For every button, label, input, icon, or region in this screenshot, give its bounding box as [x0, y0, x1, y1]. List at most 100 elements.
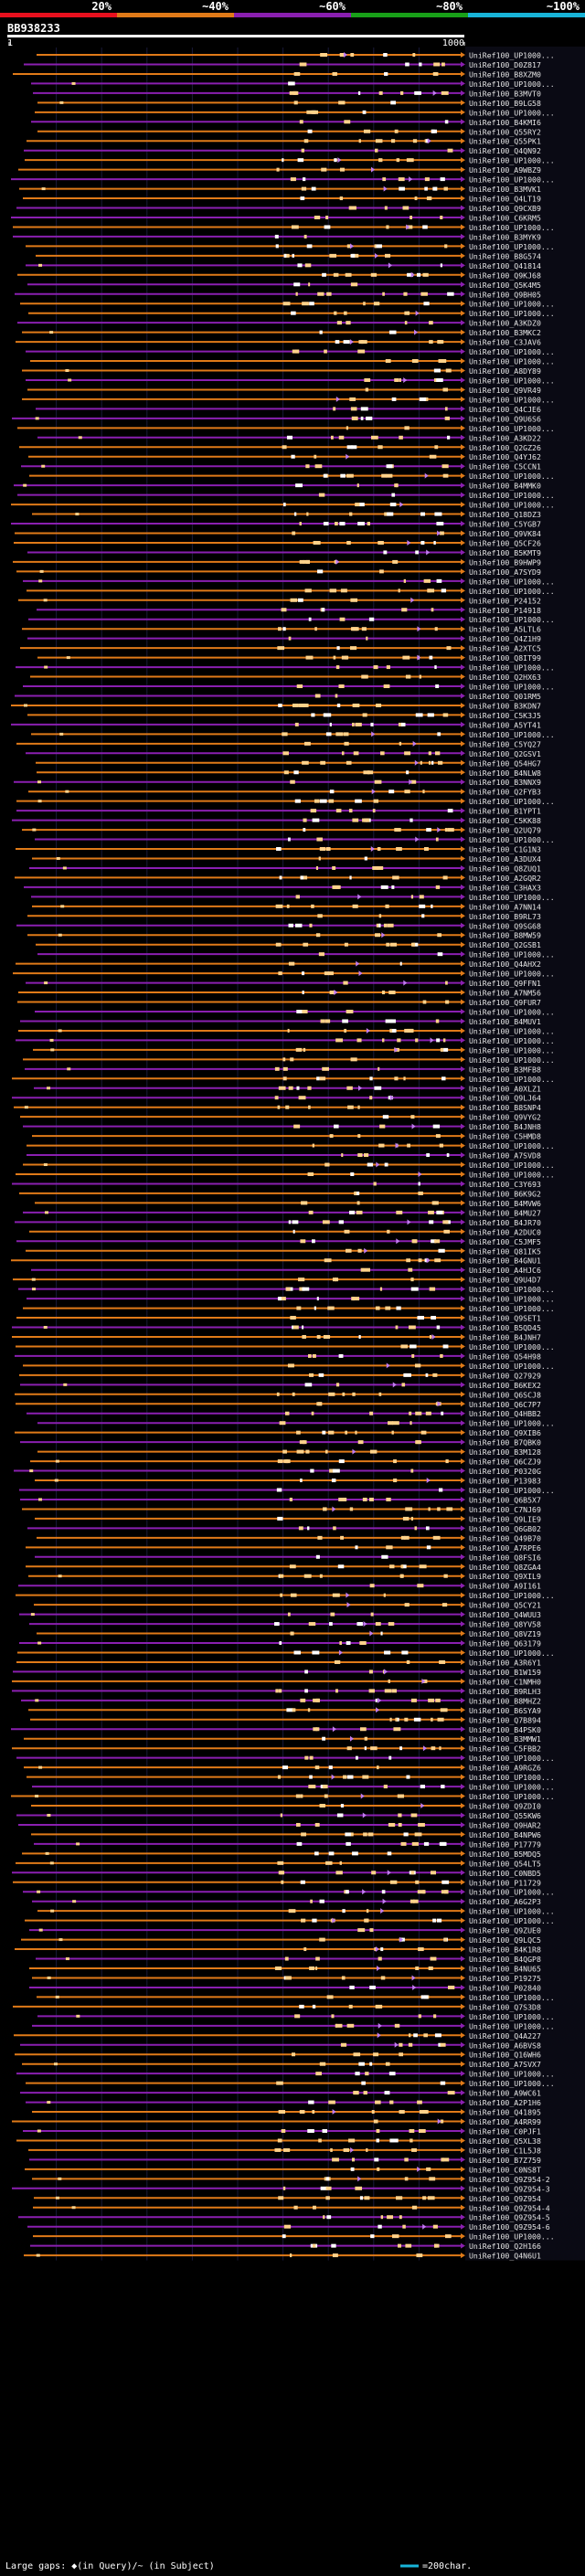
hit-label: UniRef100_B3M128 — [469, 1447, 541, 1457]
hit-arrow — [461, 119, 465, 125]
hit-label: UniRef100_Q9VK84 — [469, 529, 541, 538]
hsp-block — [362, 1775, 369, 1779]
hit-label: UniRef100_B4NU65 — [469, 1965, 541, 1974]
hit-arrow — [461, 769, 465, 776]
hsp-block — [401, 1383, 406, 1387]
hsp-block — [375, 2004, 383, 2009]
hsp-block — [303, 942, 309, 947]
hit-label: UniRef100_A9I161 — [469, 1582, 541, 1591]
hsp-block — [297, 158, 304, 163]
hsp-block — [442, 473, 449, 478]
hsp-block — [423, 578, 431, 583]
hsp-block — [337, 1564, 345, 1569]
hsp-block — [391, 1689, 397, 1693]
hit-row: UniRef100_UP1000... — [23, 1888, 555, 1897]
hit-arrow — [461, 1228, 465, 1235]
hsp-block — [411, 2205, 418, 2210]
hsp-block — [373, 302, 380, 306]
hsp-block — [425, 1373, 429, 1377]
hsp-block — [374, 1086, 382, 1090]
hit-label: UniRef100_Q2GSB1 — [469, 940, 541, 949]
hsp-block — [339, 1813, 344, 1818]
hsp-block — [370, 1746, 378, 1751]
hsp-block — [359, 2196, 364, 2200]
hit-label: UniRef100_UP1000... — [469, 1304, 555, 1313]
hsp-block — [302, 991, 304, 995]
hsp-block — [373, 665, 378, 670]
hsp-block — [426, 828, 431, 832]
hit-row: UniRef100_Q8ZUQ1 — [29, 864, 541, 873]
hit-row: UniRef100_UP1000... — [27, 1295, 555, 1304]
hit-label: UniRef100_Q7B894 — [469, 1715, 541, 1724]
hsp-block — [358, 1334, 361, 1339]
hsp-block — [328, 1392, 335, 1396]
hit-label: UniRef100_B6K9G2 — [469, 1189, 541, 1198]
hsp-block — [402, 655, 410, 660]
hit-label: UniRef100_Q9Z954-6 — [469, 2222, 550, 2231]
hit-row: UniRef100_P0320G — [14, 1467, 541, 1476]
hit-arrow — [461, 1439, 465, 1446]
hit-label: UniRef100_C3HAX3 — [469, 883, 541, 892]
hit-label: UniRef100_B8SNP4 — [469, 1103, 541, 1112]
hit-row: UniRef100_B3MMW1 — [24, 1734, 541, 1744]
hsp-block — [443, 1574, 448, 1578]
hsp-block — [306, 244, 313, 249]
axis-start-label: 1 — [7, 38, 13, 48]
hit-label: UniRef100_A3KD22 — [469, 433, 541, 442]
hsp-block — [331, 2014, 335, 2019]
hsp-block — [418, 1258, 422, 1263]
hsp-block — [342, 1909, 346, 1913]
hit-row: UniRef100_UP1000... — [20, 300, 555, 309]
gap-marker — [389, 1095, 394, 1101]
hsp-block — [339, 522, 346, 526]
hit-label: UniRef100_B4NLW8 — [469, 769, 541, 778]
hsp-block — [410, 1871, 415, 1875]
hsp-block — [328, 1430, 335, 1435]
hit-row: UniRef100_UP1000... — [31, 893, 555, 902]
hsp-block — [329, 253, 336, 258]
hit-arrow — [461, 922, 465, 928]
hit-row: UniRef100_A9RGZ6 — [24, 1764, 541, 1773]
hit-arrow — [461, 597, 465, 603]
hit-label: UniRef100_Q4Z1H9 — [469, 634, 541, 643]
hsp-block — [444, 244, 448, 249]
hsp-block — [441, 359, 447, 364]
hit-row: UniRef100_UP1000... — [35, 108, 555, 117]
hsp-block — [322, 1736, 326, 1741]
hit-label: UniRef100_B6KEX2 — [469, 1381, 541, 1390]
hsp-block — [335, 694, 338, 698]
hsp-block — [346, 426, 349, 430]
hit-arrow — [461, 2185, 465, 2191]
hsp-block — [350, 1171, 355, 1176]
hit-label: UniRef100_B4MUV1 — [469, 1017, 541, 1026]
hsp-block — [440, 1047, 444, 1052]
hsp-block — [317, 292, 324, 296]
hit-arrow — [461, 980, 465, 986]
hsp-block — [276, 2081, 283, 2085]
hsp-block — [343, 340, 350, 345]
hit-row: UniRef100_UP1000... — [19, 1486, 555, 1495]
hsp-block — [388, 1622, 395, 1627]
hit-row: UniRef100_Q55PK1 — [27, 137, 541, 146]
hit-arrow — [461, 1840, 465, 1847]
hit-label: UniRef100_UP1000... — [469, 1419, 555, 1428]
hsp-block — [446, 1153, 450, 1158]
hsp-block — [335, 2023, 337, 2028]
hsp-block — [393, 1479, 398, 1483]
hsp-block — [290, 598, 298, 602]
hit-row: UniRef100_UP1000... — [11, 1792, 555, 1801]
hit-row: UniRef100_C0NS8T — [25, 2165, 541, 2174]
hit-label: UniRef100_Q9Z954-3 — [469, 2184, 550, 2193]
hsp-block — [389, 1880, 398, 1884]
hsp-block — [378, 540, 384, 545]
hsp-block — [431, 1717, 433, 1722]
hsp-block — [282, 732, 288, 737]
hit-row: UniRef100_Q9Z954-2 — [32, 2175, 550, 2184]
hsp-block — [319, 1574, 323, 1578]
hsp-block — [343, 732, 349, 737]
hit-arrow — [461, 731, 465, 737]
hit-arrow — [461, 817, 465, 823]
hsp-block — [375, 139, 383, 143]
hit-arrow — [461, 1573, 465, 1579]
hsp-block — [308, 617, 312, 621]
